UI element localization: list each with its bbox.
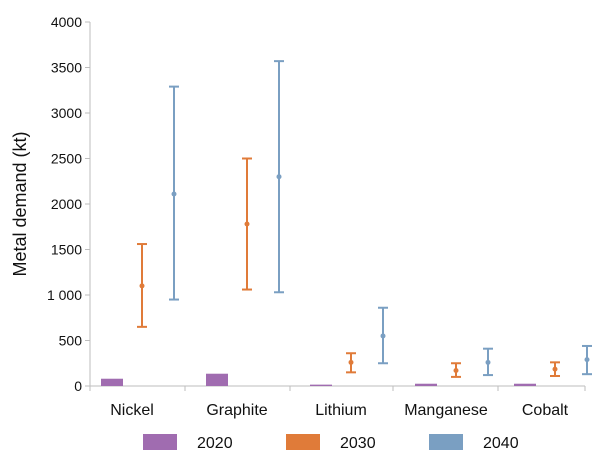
y-tick-label: 1500 xyxy=(51,242,82,258)
y-tick-label: 0 xyxy=(74,378,82,394)
point-2040 xyxy=(485,359,491,365)
series-2030 xyxy=(137,157,560,378)
y-tick-label: 2000 xyxy=(51,196,82,212)
point-2040 xyxy=(276,174,282,180)
x-tick-label: Cobalt xyxy=(522,402,569,419)
y-axis-title: Metal demand (kt) xyxy=(10,131,30,276)
point-2040 xyxy=(380,333,386,339)
y-axis: 0 500 1 000 1500 2000 2500 3000 3500 4000 xyxy=(47,14,91,394)
y-tick-label: 500 xyxy=(59,333,83,349)
series-2020 xyxy=(101,373,536,386)
x-tick-label: Nickel xyxy=(110,402,154,419)
point-2030 xyxy=(453,368,459,374)
y-tick-label: 3500 xyxy=(51,60,82,76)
bar-2020 xyxy=(206,373,228,386)
point-2030 xyxy=(552,366,558,372)
x-tick-label: Graphite xyxy=(206,402,267,419)
x-tick-label: Lithium xyxy=(315,402,367,419)
point-2030 xyxy=(348,359,354,365)
legend: 2020 2030 2040 xyxy=(143,434,519,452)
legend-swatch-2020 xyxy=(143,434,177,450)
y-tick-label: 2500 xyxy=(51,151,82,167)
series-2040 xyxy=(169,60,592,377)
y-tick-label: 1 000 xyxy=(47,287,82,303)
y-tick-label: 4000 xyxy=(51,14,82,30)
point-2030 xyxy=(244,221,250,227)
legend-label-2020: 2020 xyxy=(197,435,233,452)
legend-label-2030: 2030 xyxy=(340,435,376,452)
point-2040 xyxy=(584,357,590,363)
legend-label-2040: 2040 xyxy=(483,435,519,452)
point-2030 xyxy=(139,283,145,289)
bar-2020 xyxy=(514,383,536,386)
x-tick-label: Manganese xyxy=(404,402,488,419)
point-2040 xyxy=(171,191,177,197)
y-tick-label: 3000 xyxy=(51,105,82,121)
legend-swatch-2040 xyxy=(429,434,463,450)
legend-swatch-2030 xyxy=(286,434,320,450)
bar-2020 xyxy=(310,384,332,386)
plot-marks xyxy=(101,60,592,386)
bar-2020 xyxy=(101,378,123,386)
x-axis: Nickel Graphite Lithium Manganese Cobalt xyxy=(89,385,586,419)
bar-2020 xyxy=(415,383,437,386)
